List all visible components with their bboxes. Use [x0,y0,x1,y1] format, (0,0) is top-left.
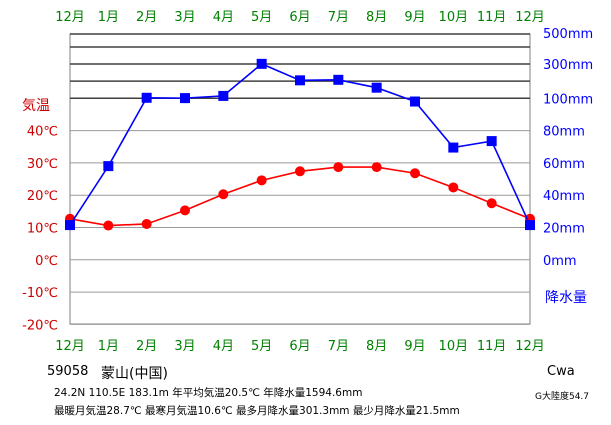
month-label-top: 3月 [174,10,195,25]
precipitation-point [180,93,190,104]
month-label-bottom: 1月 [98,339,119,354]
continentality-index: G大陸度54.7 [535,392,590,402]
precipitation-point [218,90,229,101]
precipitation-tick-label: 100mm [543,92,593,107]
month-label-bottom: 4月 [213,339,234,354]
precipitation-point [486,136,497,147]
precipitation-point [448,142,459,153]
month-label-bottom: 12月 [55,339,85,354]
month-label-bottom: 7月 [328,339,349,354]
month-label-bottom: 11月 [477,339,507,354]
station-extremes-summary: 最暖月気温28.7℃ 最寒月気温10.6℃ 最多月降水量301.3mm 最少月降… [54,405,460,417]
month-label-top: 11月 [477,10,507,25]
precipitation-tick-label: 500mm [543,27,593,42]
month-label-bottom: 10月 [439,339,469,354]
month-label-bottom: 12月 [515,339,545,354]
month-label-bottom: 9月 [404,339,425,354]
temperature-point [410,168,420,179]
month-label-top: 1月 [98,10,119,25]
temperature-point [486,198,497,209]
station-name: 蒙山(中国) [101,366,168,382]
koppen-classification: Cwa [547,364,575,379]
month-label-bottom: 2月 [136,339,157,354]
temperature-tick-label: 0℃ [35,254,58,269]
precipitation-point [371,82,382,93]
temperature-tick-label: -20℃ [22,318,58,333]
station-coordinates-summary: 24.2N 110.5E 183.1m 年平均気温20.5℃ 年降水量1594.… [54,387,363,399]
temperature-point [448,182,459,193]
precipitation-point [65,220,75,231]
month-label-bottom: 6月 [289,339,310,354]
month-label-top: 12月 [55,10,85,25]
precipitation-line [69,62,531,226]
precipitation-tick-label: 0mm [543,254,577,269]
precipitation-tick-label: 60mm [543,157,585,172]
month-label-top: 7月 [328,10,349,25]
precipitation-point [295,75,305,86]
precipitation-point [141,92,152,103]
month-label-bottom: 5月 [251,339,272,354]
temperature-point [295,166,305,177]
temperature-point [333,162,344,173]
month-label-top: 6月 [289,10,310,25]
temperature-tick-label: 40℃ [27,125,58,140]
month-label-top: 10月 [439,10,469,25]
temperature-point [141,218,152,229]
precipitation-point [333,74,344,85]
precipitation-tick-label: 80mm [543,125,585,140]
precipitation-tick-label: 40mm [543,189,585,204]
temperature-point [218,189,229,200]
temperature-tick-label: 10℃ [27,222,58,237]
precipitation-point [256,58,267,69]
month-label-top: 5月 [251,10,272,25]
month-label-top: 12月 [515,10,545,25]
precipitation-point [410,96,420,107]
temperature-tick-label: -10℃ [22,286,58,301]
month-label-top: 2月 [136,10,157,25]
precipitation-point [103,161,114,172]
month-label-top: 8月 [366,10,387,25]
temperature-point [371,162,382,173]
month-label-top: 4月 [213,10,234,25]
temperature-tick-label: 20℃ [27,189,58,204]
precipitation-point [525,220,535,231]
precipitation-tick-label: 20mm [543,222,585,237]
month-label-bottom: 3月 [174,339,195,354]
month-label-bottom: 8月 [366,339,387,354]
station-id: 59058 [47,364,89,379]
temperature-point [256,175,267,186]
precipitation-tick-label: 300mm [543,58,593,73]
temperature-tick-label: 30℃ [27,157,58,172]
temperature-point [180,205,190,216]
precipitation-axis-label: 降水量 [545,290,587,306]
month-label-top: 9月 [404,10,425,25]
temperature-axis-label: 気温 [22,98,50,114]
temperature-point [103,220,114,231]
